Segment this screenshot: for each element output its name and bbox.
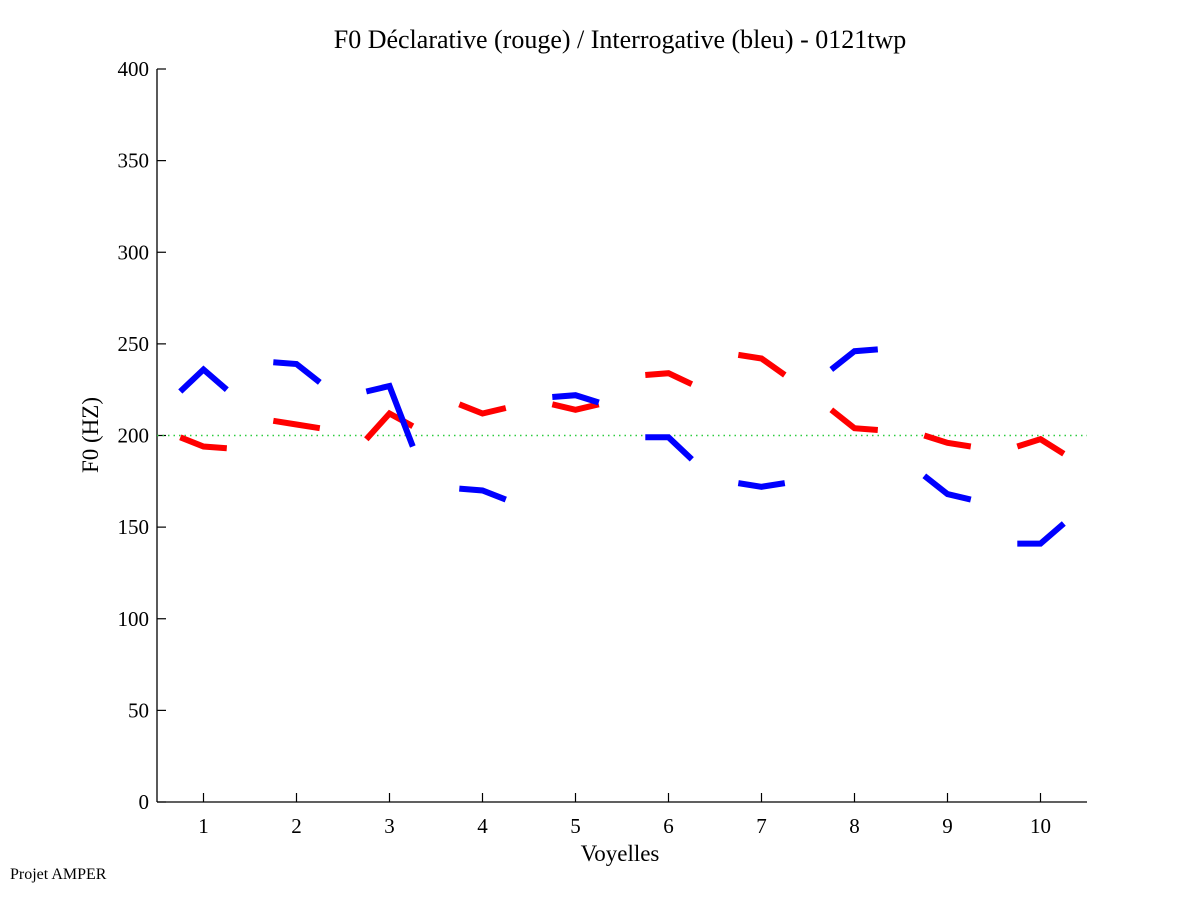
series-group (178, 346, 1066, 547)
f0-segment-vowel-10 (1017, 521, 1066, 547)
y-axis-label: F0 (HZ) (78, 397, 103, 473)
x-tick-labels: 1 2 3 4 5 6 7 8 9 10 (198, 814, 1051, 838)
series-interrogative (178, 346, 1066, 547)
f0-segment-vowel-2 (273, 359, 322, 385)
y-tick-label: 0 (139, 790, 150, 814)
x-tick-label: 7 (756, 814, 767, 838)
f0-segment-vowel-1 (179, 434, 228, 452)
x-tick-label: 10 (1030, 814, 1051, 838)
f0-segment-vowel-5 (551, 401, 600, 413)
x-tick-label: 8 (849, 814, 860, 838)
f0-segment-vowel-7 (737, 480, 786, 490)
f0-segment-vowel-1 (178, 365, 229, 394)
y-tick-label: 350 (118, 149, 150, 173)
y-tick-label: 400 (118, 57, 150, 81)
footer-credit: Projet AMPER (10, 866, 107, 883)
f0-segment-vowel-4 (459, 485, 507, 503)
f0-segment-vowel-9 (923, 432, 972, 450)
x-tick-label: 3 (384, 814, 395, 838)
f0-segment-vowel-8 (829, 407, 879, 433)
f0-segment-vowel-10 (1016, 435, 1066, 457)
axes (156, 68, 1087, 803)
y-tick-label: 100 (118, 607, 150, 631)
x-tick-label: 5 (570, 814, 581, 838)
x-tick-label: 9 (942, 814, 953, 838)
y-tick-label: 50 (128, 698, 149, 722)
x-tick-label: 2 (291, 814, 302, 838)
f0-segment-vowel-5 (552, 392, 600, 406)
x-axis-label: Voyelles (581, 841, 660, 866)
f0-segment-vowel-3 (365, 382, 416, 448)
y-tick-label: 300 (118, 240, 150, 264)
f0-segment-vowel-6 (645, 370, 694, 387)
series-dclarative (179, 351, 1066, 457)
y-tick-labels: 0 50 100 150 200 250 300 350 400 (118, 57, 150, 814)
f0-segment-vowel-6 (645, 434, 694, 462)
f0-segment-vowel-7 (737, 351, 787, 378)
y-tick-label: 250 (118, 332, 150, 356)
f0-segment-vowel-2 (272, 417, 321, 432)
x-tick-label: 4 (477, 814, 488, 838)
x-tick-label: 1 (198, 814, 209, 838)
f0-segment-vowel-8 (829, 346, 879, 372)
x-tick-label: 6 (663, 814, 674, 838)
y-tick-label: 200 (118, 424, 150, 448)
y-tick-label: 150 (118, 515, 150, 539)
chart-title: F0 Déclarative (rouge) / Interrogative (… (334, 25, 907, 54)
f0-segment-vowel-4 (458, 401, 507, 417)
f0-segment-vowel-9 (922, 473, 972, 503)
